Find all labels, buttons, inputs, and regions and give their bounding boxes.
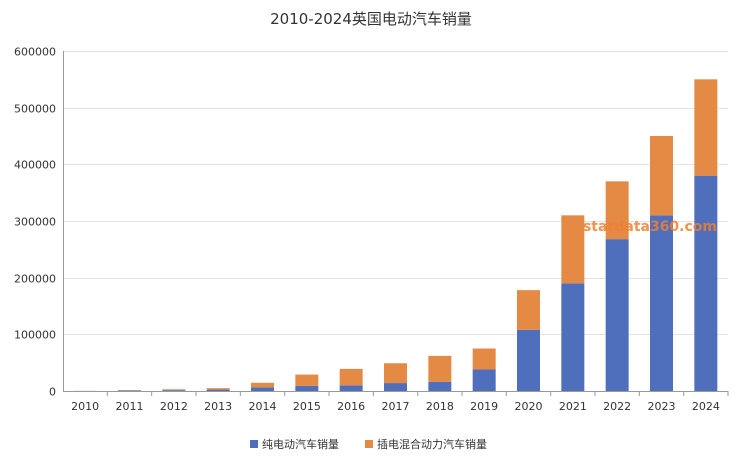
x-tick-label: 2012 <box>160 400 188 413</box>
bar-phev <box>650 136 673 216</box>
bar-bev <box>206 389 230 391</box>
legend-swatch <box>365 440 373 448</box>
x-tick-label: 2014 <box>249 400 277 413</box>
watermark: stardata360.com <box>583 219 717 235</box>
bar-bev <box>118 390 141 391</box>
y-tick-label: 100000 <box>14 329 56 342</box>
x-tick-label: 2018 <box>426 400 454 413</box>
bar-phev <box>295 374 319 386</box>
y-axis: 0 100000 200000 300000 400000 500000 600000 <box>14 46 64 399</box>
bar-bev <box>339 385 363 391</box>
x-tick-label: 2023 <box>648 400 676 413</box>
bar-bev <box>472 369 496 391</box>
y-tick-label: 200000 <box>14 273 56 286</box>
legend-label: 插电混合动力汽车销量 <box>377 437 487 451</box>
legend-swatch <box>250 440 258 448</box>
bar-phev <box>561 215 585 284</box>
x-tick-label: 2015 <box>293 400 321 413</box>
bar-phev <box>605 181 629 240</box>
bar-phev <box>517 290 540 330</box>
bar-bev <box>605 239 629 391</box>
x-tick-label: 2013 <box>204 400 232 413</box>
bar-phev <box>206 388 230 390</box>
x-tick-label: 2017 <box>382 400 410 413</box>
x-tick-label: 2019 <box>470 400 498 413</box>
y-tick-label: 500000 <box>14 103 56 116</box>
x-tick-label: 2016 <box>337 400 365 413</box>
bar-bev <box>650 215 673 391</box>
y-tick-label: 600000 <box>14 46 56 59</box>
bar-phev <box>162 389 186 391</box>
x-tick-label: 2010 <box>71 400 99 413</box>
bar-phev <box>428 355 452 382</box>
bar-bev <box>694 175 718 391</box>
y-tick-label: 400000 <box>14 159 56 172</box>
bar-bev <box>295 385 319 391</box>
bar-phev <box>339 368 363 386</box>
bar-phev <box>472 348 496 370</box>
x-tick-label: 2011 <box>116 400 144 413</box>
bar-bev <box>517 329 540 391</box>
y-tick-label: 300000 <box>14 216 56 229</box>
bar-bev <box>162 390 186 391</box>
bar-bev <box>428 381 452 391</box>
bar-phev <box>384 363 407 384</box>
bar-bev <box>251 387 274 391</box>
bar-phev <box>251 382 274 388</box>
bars <box>73 79 718 391</box>
x-axis: 2010 2011 2012 2013 2014 2015 2016 2017 2018 2019… <box>71 391 729 413</box>
x-tick-label: 2022 <box>603 400 631 413</box>
bar-bev <box>384 383 407 391</box>
bar-bev <box>561 283 585 391</box>
legend-label: 纯电动汽车销量 <box>262 437 339 451</box>
gridlines <box>63 51 728 392</box>
x-tick-label: 2024 <box>692 400 720 413</box>
y-tick-label: 0 <box>49 386 56 399</box>
legend: 纯电动汽车销量 插电混合动力汽车销量 <box>250 437 487 451</box>
bar-phev <box>694 79 718 176</box>
x-tick-label: 2021 <box>559 400 587 413</box>
chart-title: 2010-2024英国电动汽车销量 <box>270 10 472 28</box>
x-tick-label: 2020 <box>515 400 543 413</box>
